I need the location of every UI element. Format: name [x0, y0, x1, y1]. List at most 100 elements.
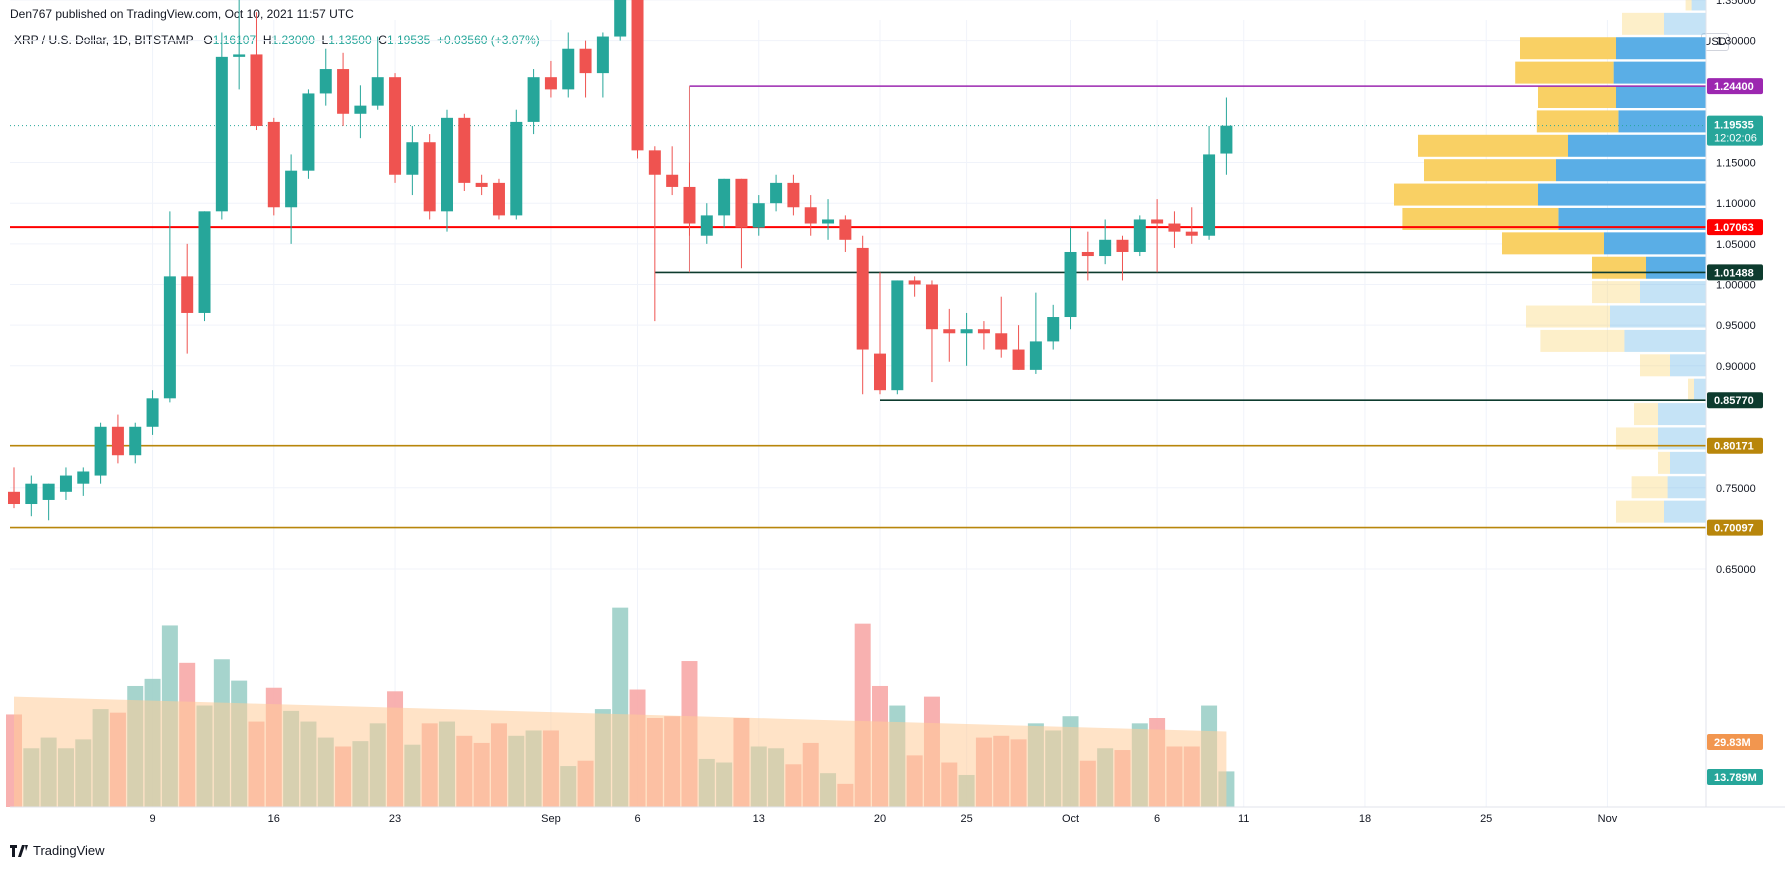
candle-body [337, 69, 350, 114]
candle-body [925, 284, 938, 330]
volume-ma-fill [14, 696, 1227, 807]
y-tick-label: 1.10000 [1716, 198, 1756, 210]
candle-body [441, 117, 453, 212]
volume-profile-down-bar [1616, 427, 1658, 450]
candle-body [891, 280, 904, 391]
volume-ma-area [14, 696, 1227, 807]
volume-profile-down-bar [1631, 476, 1668, 499]
candle-body [510, 121, 523, 216]
x-tick-label: 13 [753, 813, 765, 825]
volume-profile-down-bar [1520, 37, 1616, 60]
candle-body [648, 150, 661, 175]
y-tick-label: 0.75000 [1716, 483, 1756, 495]
volume-profile-down-bar [1502, 232, 1604, 255]
candle-body [475, 182, 488, 187]
level-price-label: 1.07063 [1714, 222, 1754, 234]
x-tick-label: 23 [389, 813, 401, 825]
candle-body [995, 333, 1008, 350]
publisher-header: Den767 published on TradingView.com, Oct… [10, 7, 354, 21]
volume-profile-up-bar [1691, 0, 1706, 11]
volume-profile-down-bar [1592, 256, 1646, 279]
volume-profile-up-bar [1613, 61, 1706, 84]
volume-profile-down-bar [1515, 61, 1614, 84]
high-value: 1.23000 [271, 33, 315, 47]
volume-profile-down-bar [1540, 329, 1625, 352]
volume-profile-up-bar [1664, 500, 1706, 523]
y-tick-label: 0.90000 [1716, 361, 1756, 373]
x-tick-label: 25 [960, 813, 972, 825]
volume-profile-up-bar [1670, 451, 1706, 474]
candle-body [770, 182, 783, 204]
x-tick-label: 11 [1238, 813, 1249, 825]
volume-profile-up-bar [1694, 378, 1706, 401]
candle-body [77, 471, 90, 484]
candle-body [25, 483, 38, 505]
countdown-label: 12:02:06 [1714, 133, 1757, 145]
candle-body [285, 170, 298, 208]
volume-profile-down-bar [1538, 86, 1616, 109]
candle-body [94, 426, 107, 476]
candle-body [856, 247, 869, 350]
volume-profile-up-bar [1658, 427, 1706, 450]
low-label: L [321, 33, 329, 47]
low-value: 1.13500 [328, 33, 372, 47]
candle-body [42, 483, 55, 500]
candle-body [527, 77, 540, 122]
x-tick-label: Sep [541, 813, 561, 825]
volume-profile-down-bar [1685, 0, 1692, 11]
candle-body [198, 211, 211, 313]
last-price-label-bg [1707, 115, 1763, 146]
candle-body [874, 353, 886, 391]
x-tick-label: 20 [874, 813, 886, 825]
x-tick-label: 6 [1154, 813, 1160, 825]
level-price-label-bg [1707, 392, 1763, 409]
x-tick-label: Nov [1598, 813, 1618, 825]
volume-profile-down-bar [1402, 207, 1559, 230]
candle-body [596, 36, 609, 74]
candlesticks [8, 0, 1233, 521]
candle-body [700, 215, 713, 236]
y-tick-label: 0.65000 [1716, 564, 1756, 576]
candle-body [1133, 219, 1146, 252]
candle-body [163, 276, 176, 399]
candle-body [1029, 341, 1042, 370]
candle-body [977, 329, 990, 334]
level-price-label: 1.24400 [1714, 81, 1754, 93]
candle-body [423, 142, 436, 212]
candle-body [908, 280, 921, 285]
candle-body [943, 329, 956, 334]
candle-body [544, 77, 557, 90]
candle-body [614, 0, 627, 37]
change-value: +0.03560 (+3.07%) [437, 33, 540, 47]
volume-profile-up-bar [1640, 281, 1706, 304]
candle-body [1168, 223, 1181, 232]
candle-body [631, 0, 644, 151]
volume-profile-down-bar [1640, 354, 1670, 377]
tradingview-logo-icon [10, 844, 28, 857]
candle-body [839, 219, 852, 240]
candle-body [787, 182, 800, 208]
tradingview-footer[interactable]: TradingView [10, 843, 105, 858]
symbol-legend: XRP / U.S. Dollar, 1D, BITSTAMP O1.16107… [14, 33, 540, 47]
candle-body [406, 142, 419, 175]
candle-body [354, 105, 367, 114]
level-price-label: 0.70097 [1714, 523, 1754, 535]
candle-body [146, 398, 159, 427]
volume-profile-up-bar [1616, 37, 1706, 60]
volume-profile-up-bar [1558, 207, 1706, 230]
candle-body [1116, 239, 1129, 252]
candle-body [492, 182, 505, 216]
candle-body [735, 178, 748, 228]
volume-ma-label: 29.83M [1714, 737, 1751, 749]
volume-profile-up-bar [1664, 12, 1706, 35]
y-tick-label: 1.30000 [1716, 36, 1756, 48]
candle-body [250, 54, 263, 126]
y-tick-label: 1.15000 [1716, 158, 1756, 170]
volume-profile-up-bar [1556, 159, 1706, 182]
candle-body [302, 93, 315, 171]
grid-lines [10, 0, 1706, 807]
volume-profile-down-bar [1418, 134, 1568, 157]
y-tick-label: 0.95000 [1716, 320, 1756, 332]
open-label: O [203, 33, 213, 47]
